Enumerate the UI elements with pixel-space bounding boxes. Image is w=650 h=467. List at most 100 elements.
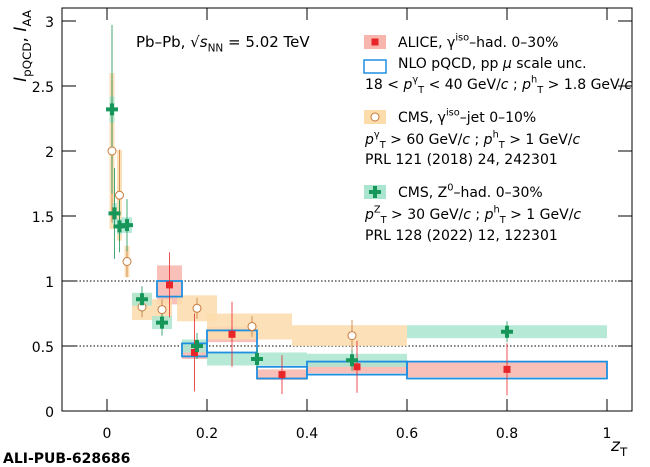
marker	[503, 365, 511, 373]
legend-marker	[371, 38, 379, 46]
text-part: –had. 0–30%	[453, 185, 542, 201]
text-part: h	[493, 130, 499, 141]
marker	[107, 146, 117, 156]
legend-label: ALICE, γiso–had. 0–30%	[398, 33, 558, 51]
text-part: p	[521, 77, 531, 93]
plot-frame	[61, 7, 633, 412]
legend-marker	[370, 112, 380, 122]
text-part: 18 <	[365, 77, 403, 93]
text-part: > 1 GeV/	[505, 132, 573, 148]
text-part: h	[531, 75, 537, 86]
text-part: c	[501, 77, 509, 93]
text-part: T	[498, 140, 506, 151]
text-part: T	[619, 445, 628, 459]
y-tick-label: 2.5	[32, 80, 54, 96]
legend-swatch	[363, 59, 387, 74]
marker	[251, 353, 263, 365]
text-part: ALICE, γ	[398, 35, 455, 51]
legend-note: PRL 128 (2022) 12, 122301	[365, 228, 558, 244]
text-part: iso	[455, 33, 469, 44]
text-part: μ	[502, 56, 512, 72]
text-part: > 1 GeV/	[506, 207, 574, 223]
marker	[157, 305, 167, 315]
text-part: pQCD	[20, 42, 34, 76]
text-part: NN	[208, 43, 224, 55]
text-part: p	[484, 207, 494, 223]
text-part: γ	[412, 75, 418, 86]
legend-label: CMS, Z0–had. 0–30%	[398, 183, 543, 201]
x-tick-label: 0	[103, 426, 112, 442]
x-tick-label: 0.4	[296, 426, 318, 442]
text-part: > 1.8 GeV/	[543, 77, 624, 93]
text-part: Pb–Pb, √	[136, 33, 200, 51]
marker	[228, 330, 236, 338]
text-part: p	[402, 77, 412, 93]
text-part: scale unc.	[512, 56, 587, 72]
text-part: c	[573, 207, 581, 223]
text-part: s	[200, 33, 208, 51]
text-part: z	[610, 436, 621, 456]
legend-note: pγT > 60 GeV/c ; phT > 1 GeV/c	[364, 130, 581, 152]
annotation: Pb–Pb, √sNN = 5.02 TeV	[136, 33, 310, 55]
text-part: c	[624, 77, 632, 93]
marker	[278, 371, 286, 379]
y-tick-label: 1.5	[32, 210, 54, 226]
text-part: = 5.02 TeV	[223, 33, 310, 51]
text-part: T	[379, 140, 387, 151]
text-part: < 40 GeV/	[424, 77, 501, 93]
marker	[347, 331, 357, 341]
text-part: c	[462, 132, 470, 148]
marker	[166, 281, 173, 289]
text-part: ;	[509, 77, 523, 93]
text-part: –had. 0–30%	[469, 35, 558, 51]
marker	[353, 363, 361, 371]
text-part: p	[483, 132, 493, 148]
x-tick-label: 1	[603, 426, 612, 442]
legend-label: CMS, γiso–jet 0–10%	[398, 108, 536, 126]
legend-note: 18 < pγT < 40 GeV/c ; phT > 1.8 GeV/c	[365, 75, 632, 97]
text-part: p	[364, 132, 374, 148]
text-part: T	[417, 85, 425, 96]
marker	[247, 322, 257, 331]
x-axis-label: zT	[610, 436, 628, 459]
text-part: T	[536, 85, 544, 96]
legend-marker	[369, 186, 381, 198]
text-part: T	[380, 215, 388, 226]
text-part: γ	[374, 130, 380, 141]
text-part: AA	[20, 9, 34, 26]
text-part: iso	[446, 108, 460, 119]
text-part: ;	[471, 207, 485, 223]
text-part: c	[463, 207, 471, 223]
legend-note: pZT > 30 GeV/c ; phT > 1 GeV/c	[364, 205, 581, 227]
text-part: > 60 GeV/	[386, 132, 463, 148]
x-tick-label: 0.6	[396, 426, 418, 442]
legend-label: NLO pQCD, pp μ scale unc.	[398, 56, 587, 72]
marker	[122, 257, 132, 266]
marker	[113, 220, 126, 233]
y-tick-label: 1	[45, 275, 54, 291]
marker	[108, 207, 121, 220]
text-part: NLO pQCD, pp	[398, 56, 503, 72]
text-part: ;	[470, 132, 484, 148]
watermark: ALI-PUB-628686	[3, 451, 130, 467]
text-part: T	[499, 215, 507, 226]
text-part: CMS, Z	[398, 185, 447, 201]
text-part: c	[573, 132, 581, 148]
marker	[121, 219, 133, 232]
y-axis-label: IpQCD, IAA	[11, 9, 34, 82]
text-part: ,	[11, 32, 31, 43]
text-part: > 30 GeV/	[387, 207, 464, 223]
marker	[156, 316, 168, 329]
text-part: I	[11, 77, 31, 82]
legend-note: PRL 121 (2018) 24, 242301	[365, 152, 558, 168]
y-tick-label: 3	[45, 15, 54, 31]
y-tick-label: 0	[45, 405, 54, 421]
text-part: Z	[374, 205, 381, 216]
text-part: –jet 0–10%	[460, 110, 536, 126]
y-tick-label: 0.5	[32, 340, 54, 356]
marker	[136, 293, 148, 306]
text-part: h	[493, 205, 499, 216]
x-tick-label: 0.2	[196, 426, 218, 442]
